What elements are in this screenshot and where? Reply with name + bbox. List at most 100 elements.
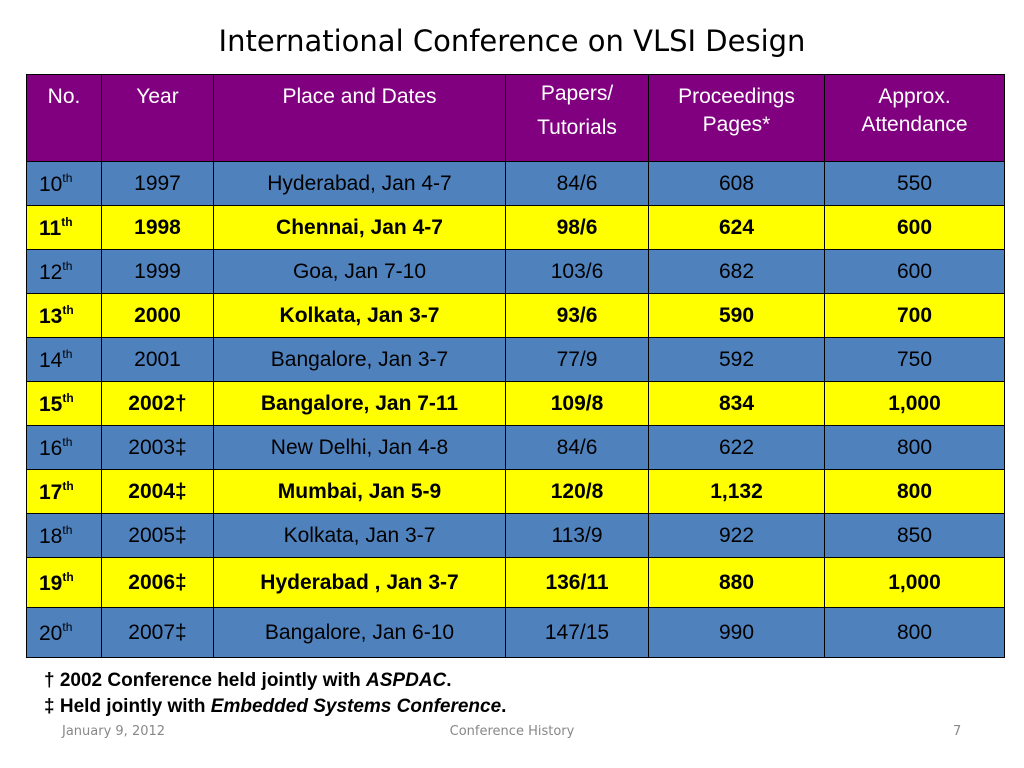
cell-no-number: 12 (39, 260, 63, 284)
cell-pages: 880 (648, 557, 825, 608)
header-proceedings: Proceedings Pages* (648, 74, 825, 162)
conference-table: No. Year Place and Dates Papers/Tutorial… (26, 74, 1005, 658)
cell-place: Goa, Jan 7-10 (213, 249, 506, 294)
cell-pages: 624 (648, 205, 825, 250)
cell-no: 11th (26, 205, 102, 250)
cell-pages: 1,132 (648, 469, 825, 514)
cell-pages: 590 (648, 293, 825, 338)
cell-papers: 103/6 (505, 249, 649, 294)
cell-place: Hyderabad , Jan 3-7 (213, 557, 506, 608)
cell-attendance: 550 (824, 161, 1005, 206)
cell-place: New Delhi, Jan 4-8 (213, 425, 506, 470)
cell-no-number: 19 (39, 571, 63, 595)
cell-attendance: 1,000 (824, 381, 1005, 426)
footnote-dagger: † 2002 Conference held jointly with ASPD… (44, 670, 452, 691)
cell-no-number: 17 (39, 480, 63, 504)
header-year: Year (101, 74, 214, 162)
cell-year: 2004‡ (101, 469, 214, 514)
cell-no-suffix: th (62, 170, 73, 185)
header-no: No. (26, 74, 102, 162)
cell-pages: 922 (648, 513, 825, 558)
table-row: 11th 1998 Chennai, Jan 4-7 98/6 624 600 (26, 205, 1005, 250)
cell-attendance: 600 (824, 205, 1005, 250)
cell-pages: 682 (648, 249, 825, 294)
cell-papers: 120/8 (505, 469, 649, 514)
cell-no: 19th (26, 557, 102, 608)
cell-year: 2007‡ (101, 607, 214, 658)
cell-place: Bangalore, Jan 3-7 (213, 337, 506, 382)
cell-place: Kolkata, Jan 3-7 (213, 293, 506, 338)
cell-attendance: 800 (824, 469, 1005, 514)
cell-year: 2002† (101, 381, 214, 426)
table-row: 10th 1997 Hyderabad, Jan 4-7 84/6 608 550 (26, 161, 1005, 206)
table-row: 17th 2004‡ Mumbai, Jan 5-9 120/8 1,132 800 (26, 469, 1005, 514)
cell-pages: 834 (648, 381, 825, 426)
cell-pages: 622 (648, 425, 825, 470)
cell-place: Bangalore, Jan 6-10 (213, 607, 506, 658)
cell-no-number: 13 (39, 304, 63, 328)
header-attendance: Approx. Attendance (824, 74, 1005, 162)
cell-place: Chennai, Jan 4-7 (213, 205, 506, 250)
cell-attendance: 700 (824, 293, 1005, 338)
cell-pages: 990 (648, 607, 825, 658)
cell-no-suffix: th (62, 258, 73, 273)
cell-no: 16th (26, 425, 102, 470)
cell-place: Hyderabad, Jan 4-7 (213, 161, 506, 206)
table-row: 13th 2000 Kolkata, Jan 3-7 93/6 590 700 (26, 293, 1005, 338)
cell-attendance: 600 (824, 249, 1005, 294)
cell-place: Mumbai, Jan 5-9 (213, 469, 506, 514)
cell-place: Bangalore, Jan 7-11 (213, 381, 506, 426)
footnote-double-dagger: ‡ Held jointly with Embedded Systems Con… (44, 696, 507, 717)
cell-papers: 147/15 (505, 607, 649, 658)
cell-no-suffix: th (62, 302, 74, 317)
cell-attendance: 800 (824, 425, 1005, 470)
header-place: Place and Dates (213, 74, 506, 162)
table-header-row: No. Year Place and Dates Papers/Tutorial… (26, 74, 1005, 162)
cell-papers: 98/6 (505, 205, 649, 250)
cell-year: 2003‡ (101, 425, 214, 470)
cell-no-suffix: th (62, 478, 74, 493)
cell-papers: 109/8 (505, 381, 649, 426)
cell-year: 2000 (101, 293, 214, 338)
footer-center: Conference History (449, 724, 575, 739)
table-row: 12th 1999 Goa, Jan 7-10 103/6 682 600 (26, 249, 1005, 294)
cell-no-number: 20 (39, 621, 63, 645)
cell-papers: 77/9 (505, 337, 649, 382)
cell-year: 2006‡ (101, 557, 214, 608)
cell-pages: 608 (648, 161, 825, 206)
cell-no-suffix: th (62, 346, 73, 361)
cell-attendance: 850 (824, 513, 1005, 558)
cell-no: 17th (26, 469, 102, 514)
slide-title: International Conference on VLSI Design (218, 24, 806, 58)
cell-papers: 84/6 (505, 425, 649, 470)
table-row: 15th 2002† Bangalore, Jan 7-11 109/8 834 1,00… (26, 381, 1005, 426)
cell-pages: 592 (648, 337, 825, 382)
cell-no-number: 14 (39, 348, 63, 372)
table-row: 16th 2003‡ New Delhi, Jan 4-8 84/6 622 800 (26, 425, 1005, 470)
cell-year: 1999 (101, 249, 214, 294)
cell-year: 2005‡ (101, 513, 214, 558)
cell-year: 2001 (101, 337, 214, 382)
cell-no: 13th (26, 293, 102, 338)
cell-attendance: 800 (824, 607, 1005, 658)
cell-no-suffix: th (62, 619, 73, 634)
cell-year: 1997 (101, 161, 214, 206)
cell-no-number: 15 (39, 392, 63, 416)
table-row: 19th 2006‡ Hyderabad , Jan 3-7 136/11 880 1,0… (26, 557, 1005, 608)
cell-no: 15th (26, 381, 102, 426)
cell-no-number: 16 (39, 436, 63, 460)
cell-no: 12th (26, 249, 102, 294)
cell-no: 18th (26, 513, 102, 558)
cell-no: 20th (26, 607, 102, 658)
header-papers: Papers/Tutorials (505, 74, 649, 162)
cell-attendance: 1,000 (824, 557, 1005, 608)
cell-no-suffix: th (62, 522, 73, 537)
cell-no-suffix: th (62, 434, 73, 449)
cell-papers: 93/6 (505, 293, 649, 338)
cell-no: 10th (26, 161, 102, 206)
cell-no-number: 10 (39, 172, 63, 196)
cell-no-number: 18 (39, 524, 63, 548)
cell-no: 14th (26, 337, 102, 382)
cell-no-suffix: th (61, 214, 73, 229)
cell-papers: 136/11 (505, 557, 649, 608)
